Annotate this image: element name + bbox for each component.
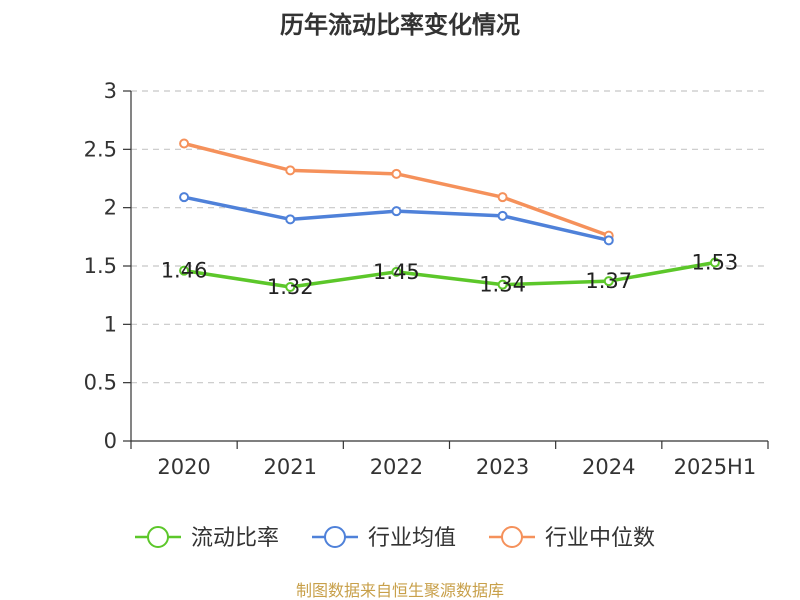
y-tick-label: 0.5 (84, 371, 117, 395)
data-point (285, 282, 296, 292)
series-layer: 1.46 1.32 1.45 1.34 1.37 1.53 (161, 138, 739, 299)
series-line (183, 141, 610, 238)
x-tick-label: 2025H1 (674, 455, 757, 479)
y-tick-label: 2 (104, 196, 117, 220)
legend-label: 行业中位数 (545, 526, 655, 551)
data-point (603, 235, 614, 246)
x-tick-label: 2020 (157, 455, 210, 479)
y-tick-label: 3 (104, 79, 117, 103)
legend-item: 行业均值 (312, 526, 456, 551)
data-label: 1.53 (692, 251, 739, 275)
data-point (497, 279, 508, 290)
legend-marker (147, 526, 169, 548)
data-point (391, 206, 402, 217)
data-label: 1.32 (267, 275, 314, 299)
legend-marker (324, 526, 346, 548)
grid-lines (131, 90, 768, 384)
legend-label: 行业均值 (368, 526, 456, 551)
y-tick-label: 1.5 (84, 254, 117, 278)
data-point (391, 168, 402, 179)
legend: 流动比率 行业均值 行业中位数 (135, 526, 655, 551)
legend-item: 行业中位数 (489, 526, 655, 551)
legend-item: 流动比率 (135, 526, 279, 551)
x-tick-label: 2022 (370, 455, 423, 479)
data-label: 1.46 (161, 259, 208, 283)
data-label: 1.34 (479, 273, 526, 297)
x-tick-label: 2023 (476, 455, 529, 479)
data-point (179, 265, 190, 276)
axes: 0 0.5 1 1.5 2 2.5 3 2020 2021 2022 2023 2024 2025H1 (84, 79, 769, 479)
source-note: 制图数据来自恒生聚源数据库 (296, 581, 504, 600)
x-tick-label: 2021 (264, 455, 317, 479)
legend-label: 流动比率 (191, 526, 279, 551)
data-point (285, 214, 296, 225)
x-tick-label: 2024 (582, 455, 635, 479)
data-point (179, 192, 190, 203)
legend-marker (501, 526, 523, 548)
data-label: 1.37 (585, 269, 632, 293)
y-tick-label: 1 (104, 312, 117, 336)
series-line (183, 260, 716, 289)
series-line (183, 195, 610, 243)
data-point (285, 165, 296, 176)
data-label: 1.45 (373, 260, 420, 284)
y-tick-label: 2.5 (84, 137, 117, 161)
chart-title: 历年流动比率变化情况 (280, 11, 520, 39)
data-point (709, 257, 720, 268)
data-point (497, 192, 508, 203)
y-tick-label: 0 (104, 429, 117, 453)
data-point (179, 138, 190, 149)
data-point (603, 276, 614, 287)
data-point (497, 210, 508, 221)
data-point (391, 266, 402, 277)
